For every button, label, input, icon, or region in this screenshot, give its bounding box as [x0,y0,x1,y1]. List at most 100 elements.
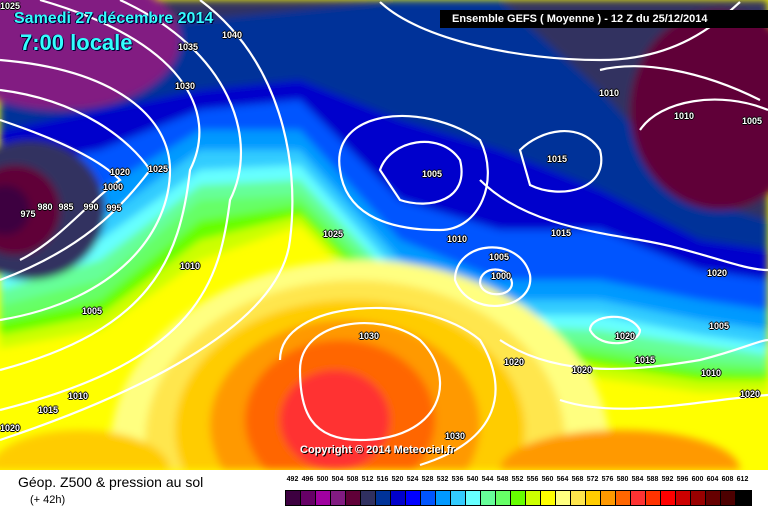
legend-tick: 564 [556,476,569,483]
legend-swatch [691,491,706,505]
height-blob [0,0,180,110]
legend-tick: 588 [646,476,659,483]
isobar [0,58,172,322]
legend-swatch [616,491,631,505]
isobar-label: 985 [58,202,74,212]
legend-tick: 536 [451,476,464,483]
legend-tick: 500 [316,476,329,483]
legend-tick: 552 [511,476,524,483]
model-run-info: Ensemble GEFS ( Moyenne ) - 12 Z du 25/1… [440,10,768,28]
isobar [518,129,603,193]
isobar [479,179,768,272]
legend-tick: 496 [301,476,314,483]
legend-swatch [541,491,556,505]
isobar-label: 1040 [221,30,243,40]
isobar-label: 1015 [546,154,568,164]
legend-tick: 508 [346,476,359,483]
legend-tick: 520 [391,476,404,483]
legend-swatch [451,491,466,505]
isobar-label: 1030 [358,331,380,341]
isobar [588,315,642,345]
legend-tick: 584 [631,476,644,483]
isobar-label: 1020 [0,423,21,433]
color-scale-legend: 492 496 500 504 508 512 516 520 524 528 532 536 540 5… [285,476,752,506]
isobar [298,322,442,442]
isobar-label: 1025 [0,1,21,11]
legend-tick: 516 [376,476,389,483]
legend-swatch [496,491,511,505]
legend-tick: 580 [616,476,629,483]
isobar-label: 1010 [67,391,89,401]
legend-swatch [511,491,526,505]
legend-swatch [391,491,406,505]
isobar-label: 1005 [81,306,103,316]
legend-swatch [631,491,646,505]
isobar-label: 980 [37,202,53,212]
legend-swatch [586,491,601,505]
forecast-step: (+ 42h) [30,494,66,506]
legend-swatch [736,491,751,505]
product-title: Géop. Z500 & pression au sol [18,474,204,490]
legend-swatch [466,491,481,505]
legend-tick: 612 [736,476,749,483]
legend-swatch [706,491,721,505]
isobar-label: 1010 [673,111,695,121]
legend-swatch [316,491,331,505]
isobar [478,268,514,296]
height-blob [630,10,768,210]
isobar-label: 1005 [488,252,510,262]
isobar-label: 1010 [446,234,468,244]
isobar-label: 1025 [147,164,169,174]
isobar [278,306,497,467]
isobar-label: 995 [106,203,122,213]
legend-swatch [721,491,736,505]
legend-tick: 528 [421,476,434,483]
height-blob [280,370,390,470]
isobar-label: 1015 [550,228,572,238]
isobar-label: 1005 [741,116,763,126]
legend-swatch [676,491,691,505]
legend-swatch [556,491,571,505]
legend-swatch [571,491,586,505]
isobar-label: 1010 [179,261,201,271]
geopotential-pressure-map [0,0,768,470]
isobar [639,98,768,131]
isobar [499,338,768,371]
isobar-label: 1035 [177,42,199,52]
forecast-local-time: 7:00 locale [20,30,133,55]
isobar [559,393,768,410]
legend-swatch [421,491,436,505]
isobar-label: 1005 [421,169,443,179]
isobar [0,0,201,372]
isobar-label: 1020 [739,389,761,399]
legend-swatch [646,491,661,505]
isobar-label: 1020 [571,365,593,375]
height-band [0,0,768,220]
legend-tick: 556 [526,476,539,483]
legend-tick: 540 [466,476,479,483]
isobar-label: 1010 [598,88,620,98]
legend-swatch [436,491,451,505]
isobar-label: 1020 [109,167,131,177]
legend-swatch [376,491,391,505]
forecast-date: Samedi 27 décembre 2014 [14,10,214,27]
legend-swatch [361,491,376,505]
legend-tick: 532 [436,476,449,483]
legend-swatch [331,491,346,505]
legend-swatch [286,491,301,505]
legend-tick: 604 [706,476,719,483]
isobar [599,65,761,101]
isobar-label: 975 [20,209,36,219]
legend-tick: 596 [676,476,689,483]
legend-swatch [526,491,541,505]
isobar-label: 1000 [490,271,512,281]
isobar-label: 1000 [102,182,124,192]
legend-tick: 600 [691,476,704,483]
isobar-label: 1015 [634,355,656,365]
isobar-label: 1030 [444,431,466,441]
copyright-text: Copyright © 2014 Meteociel.fr [300,444,455,456]
isobar [453,246,532,307]
isobar-label: 1005 [708,321,730,331]
legend-tick: 608 [721,476,734,483]
